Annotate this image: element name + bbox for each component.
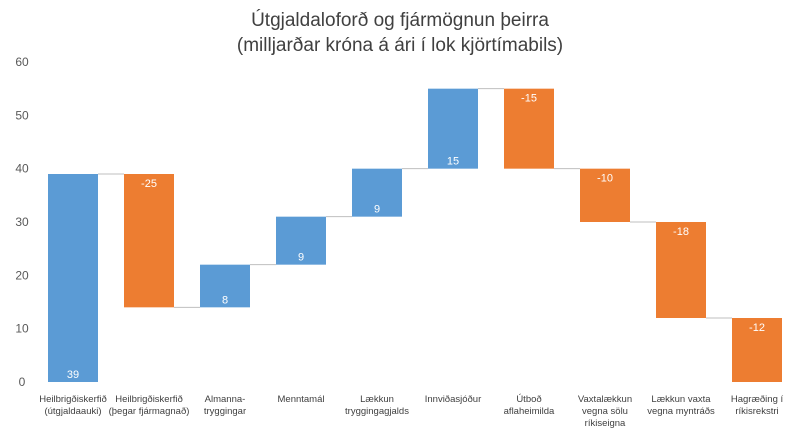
x-tick-label: Menntamál [278,394,325,405]
data-label: 39 [67,369,79,381]
data-label: 9 [298,252,304,264]
bar-decrease [504,88,554,169]
data-label: -25 [141,178,157,190]
y-tick-label: 0 [19,375,26,389]
x-tick-label: Vaxtalækkun [578,394,632,405]
x-tick-label: vegna sölu [582,406,628,417]
data-label: 15 [447,156,459,168]
data-label: -10 [597,173,613,185]
x-tick-label: ríkisrekstri [735,406,778,417]
bar-decrease [580,168,630,222]
x-tick-label: tryggingagjalds [345,406,409,417]
bar-increase [276,216,326,265]
y-tick-label: 50 [15,108,29,122]
data-label: -12 [749,322,765,334]
x-tick-label: tryggingar [204,406,246,417]
data-label: -15 [521,93,537,105]
bar-decrease [124,174,174,308]
x-tick-label: Heilbrigðiskerfið [115,394,183,405]
x-tick-label: aflaheimilda [504,406,555,417]
y-tick-label: 20 [15,268,29,282]
data-label: 8 [222,294,228,306]
y-tick-label: 10 [15,322,29,336]
x-tick-label: Hagræðing í [731,394,784,405]
x-tick-label: Almanna- [205,394,246,405]
chart-subtitle: (milljarðar króna á ári í lok kjörtímabi… [236,35,564,56]
x-tick-label: Lækkun vaxta [651,394,711,405]
bar-increase [48,174,98,382]
bar-increase [352,168,402,217]
data-label: 9 [374,204,380,216]
bar-increase [200,264,250,308]
x-tick-label: ríkiseigna [585,418,626,429]
chart-title: Útgjaldaloforð og fjármögnun þeirra [251,10,549,31]
y-tick-label: 60 [15,55,29,69]
x-tick-label: Útboð [516,394,541,405]
y-tick-label: 30 [15,215,29,229]
bar-increase [428,88,478,169]
x-tick-label: vegna myntráðs [647,406,715,417]
bar-decrease [656,222,706,318]
x-tick-label: Heilbrigðiskerfið [39,394,107,405]
data-label: -18 [673,226,689,238]
x-tick-label: Lækkun [360,394,394,405]
y-tick-label: 40 [15,162,29,176]
bar-decrease [732,318,782,382]
x-tick-label: Innviðasjóður [425,394,482,405]
x-tick-label: (útgjaldaauki) [44,406,101,417]
x-tick-label: (þegar fjármagnað) [109,406,190,417]
